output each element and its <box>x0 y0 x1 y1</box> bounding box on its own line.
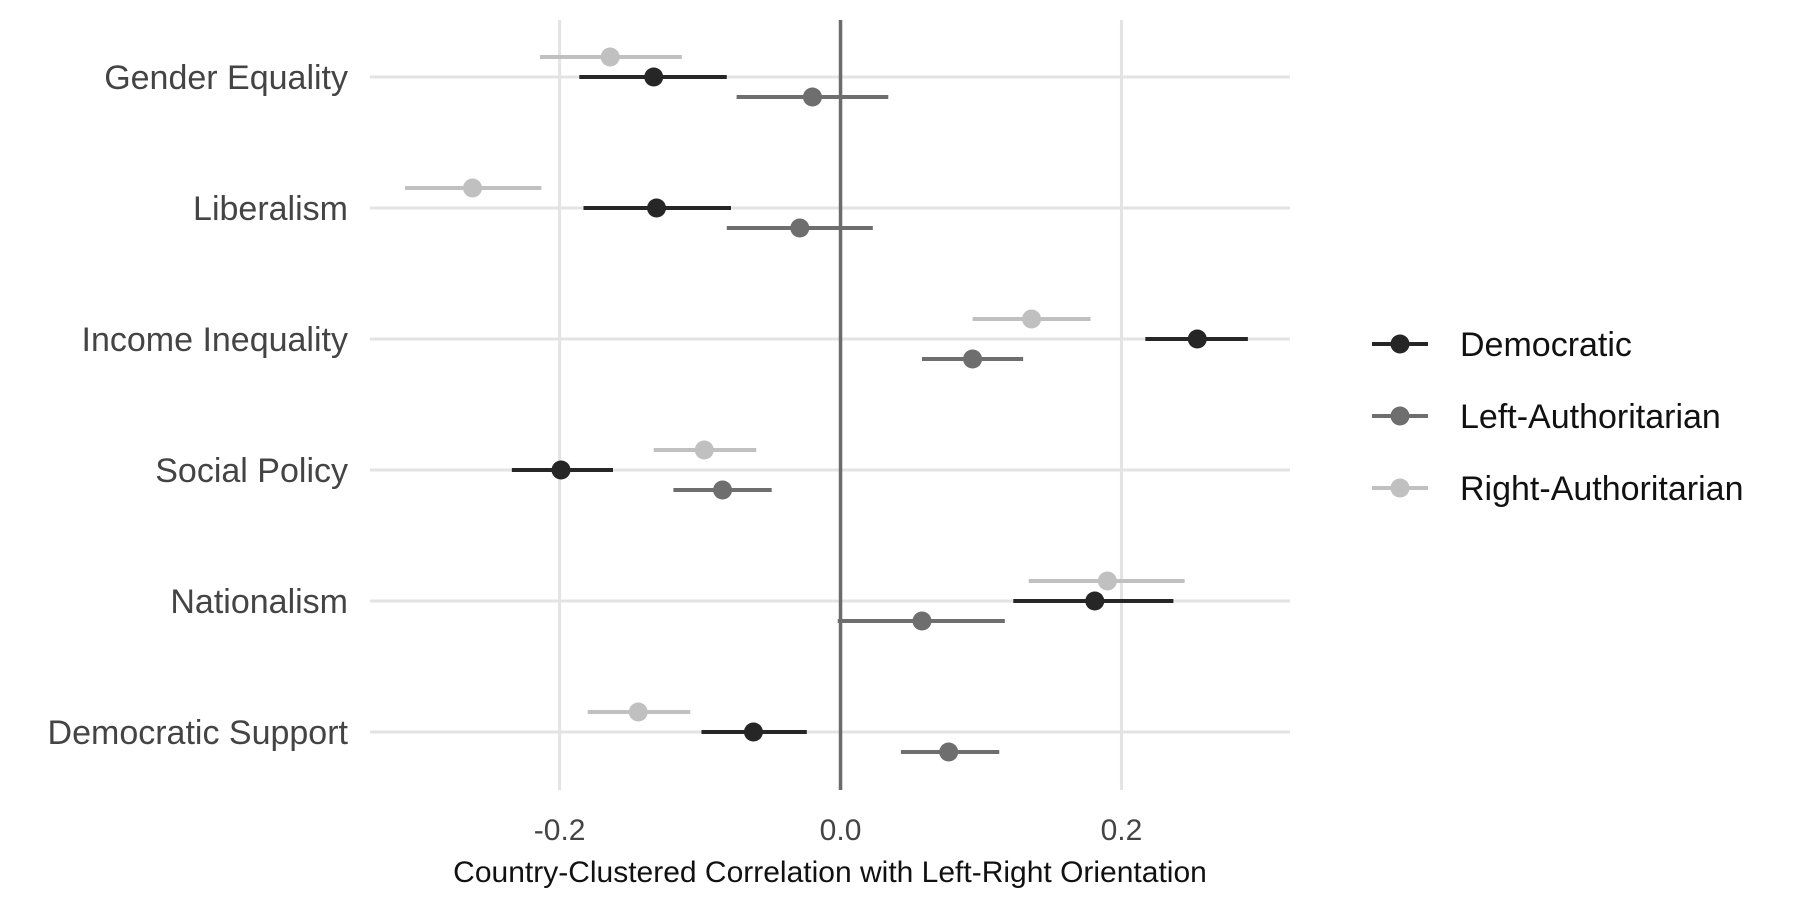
x-tick-label: 0.0 <box>820 814 862 847</box>
category-label-democratic-support: Democratic Support <box>48 714 349 752</box>
x-tick-label: 0.2 <box>1101 814 1143 847</box>
point-left-authoritarian-liberalism <box>790 218 810 238</box>
x-axis-title: Country-Clustered Correlation with Left-… <box>453 856 1207 889</box>
legend-key-point-left-authoritarian <box>1390 406 1410 426</box>
x-tick-labels: -0.2 0.0 0.2 <box>534 814 1143 847</box>
legend-key-point-right-authoritarian <box>1390 478 1410 498</box>
point-democratic-social-policy <box>551 460 571 480</box>
point-democratic-nationalism <box>1085 591 1105 611</box>
category-label-income-inequality: Income Inequality <box>82 321 349 359</box>
point-right-authoritarian-nationalism <box>1097 571 1117 591</box>
marks-layer <box>405 47 1248 762</box>
legend-label-democratic: Democratic <box>1460 326 1632 364</box>
category-labels: Gender Equality Liberalism Income Inequali… <box>48 59 349 752</box>
legend-key-point-democratic <box>1390 334 1410 354</box>
category-label-nationalism: Nationalism <box>170 583 348 621</box>
point-left-authoritarian-income-inequality <box>963 349 983 369</box>
point-democratic-gender-equality <box>644 67 664 87</box>
point-left-authoritarian-gender-equality <box>802 87 822 107</box>
point-left-authoritarian-social-policy <box>713 480 733 500</box>
category-label-social-policy: Social Policy <box>155 452 348 490</box>
category-label-liberalism: Liberalism <box>193 190 348 228</box>
point-right-authoritarian-democratic-support <box>628 702 648 722</box>
legend: Democratic Left-Authoritarian Right-Author… <box>1372 326 1743 508</box>
grid-layer <box>370 20 1290 790</box>
point-left-authoritarian-democratic-support <box>939 742 959 762</box>
category-label-gender-equality: Gender Equality <box>104 59 348 97</box>
legend-label-right-authoritarian: Right-Authoritarian <box>1460 470 1743 508</box>
point-democratic-income-inequality <box>1187 329 1207 349</box>
x-tick-label: -0.2 <box>534 814 586 847</box>
point-right-authoritarian-liberalism <box>463 178 483 198</box>
point-democratic-democratic-support <box>743 722 763 742</box>
point-right-authoritarian-gender-equality <box>600 47 620 67</box>
point-right-authoritarian-social-policy <box>694 440 714 460</box>
legend-label-left-authoritarian: Left-Authoritarian <box>1460 398 1721 436</box>
point-left-authoritarian-nationalism <box>912 611 932 631</box>
point-democratic-liberalism <box>647 198 667 218</box>
point-right-authoritarian-income-inequality <box>1022 309 1042 329</box>
